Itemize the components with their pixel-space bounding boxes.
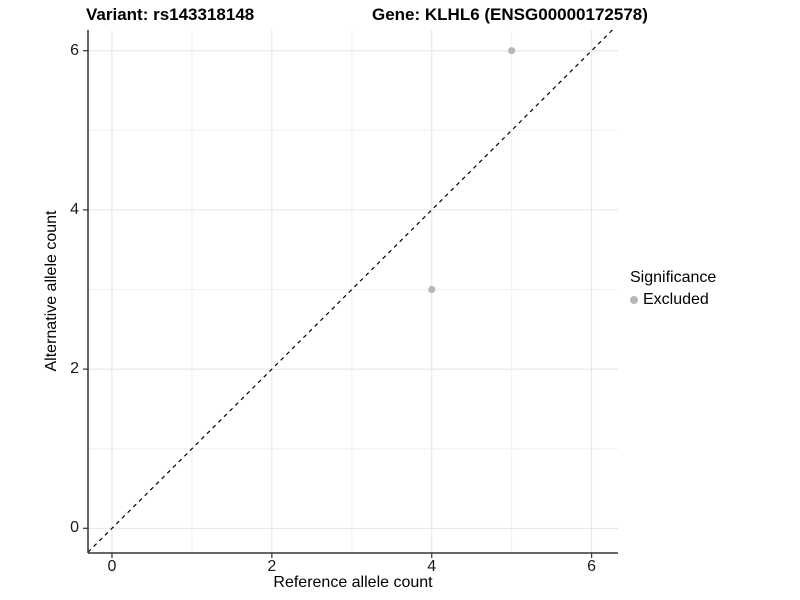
legend-item-label: Excluded [643,291,709,308]
y-tick-label: 4 [70,200,79,218]
legend-item-excluded: Excluded [630,290,716,309]
plot-title-gene: Gene: KLHL6 (ENSG00000172578) [372,5,648,24]
x-tick-label: 2 [267,558,277,575]
x-axis-label: Reference allele count [273,574,433,591]
x-tick-label: 0 [107,558,117,575]
y-tick-label: 0 [70,519,79,537]
x-tick-label: 4 [427,558,437,575]
legend-items: Excluded [630,290,716,309]
y-axis-label: Alternative allele count [43,210,60,372]
y-tick-label: 6 [70,41,79,59]
identity-dashed-line [87,29,613,553]
x-tick-label: 6 [587,558,597,575]
plot-title-variant: Variant: rs143318148 [86,5,255,24]
legend-title: Significance [630,269,717,286]
y-tick-label: 2 [70,360,79,378]
data-point [428,285,436,294]
legend-key-dot-icon [630,295,638,304]
legend: Significance Excluded [630,268,716,309]
data-point [508,47,516,55]
